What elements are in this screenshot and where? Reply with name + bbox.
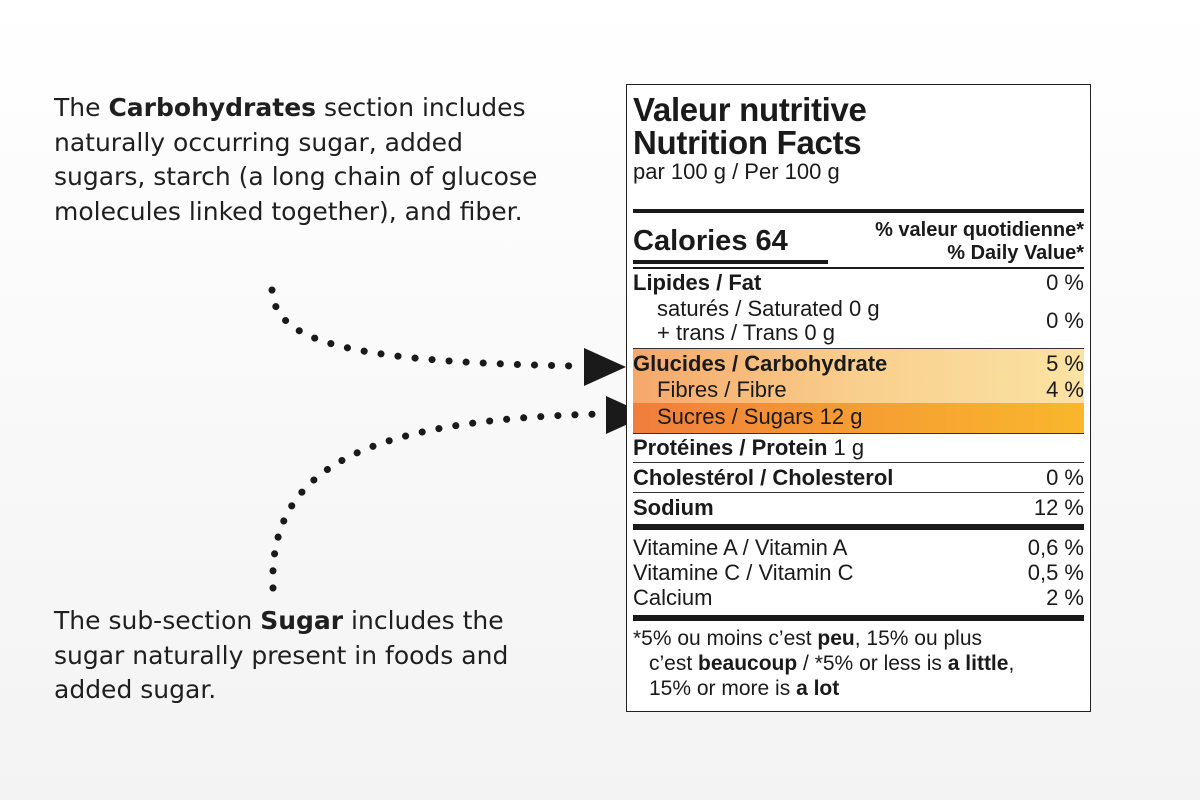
protein-row: Protéines / Protein 1 g <box>633 436 1084 460</box>
serving-basis: par 100 g / Per 100 g <box>633 159 840 184</box>
nutrient-value: 0,5 % <box>1027 560 1084 585</box>
protein-amount: 1 g <box>827 435 865 460</box>
nutrient-name: Vitamine C / Vitamin C <box>633 560 854 585</box>
sugar-callout: The sub-section Sugar includes the sugar… <box>54 604 514 708</box>
nutrient-name: Calcium <box>633 585 713 610</box>
fat-row: Lipides / Fat 0 % <box>633 271 1084 295</box>
footnote-text: *5% ou moins c’est <box>633 627 818 650</box>
thick-rule <box>633 209 1084 213</box>
carbohydrate-highlight <box>633 349 1084 403</box>
nutrient-value: 0 % <box>1046 308 1084 333</box>
footnote: *5% ou moins c’est peu, 15% ou plus c’es… <box>633 626 1084 701</box>
footnote-text: c’est <box>649 652 699 675</box>
nutrient-name: Cholestérol / Cholesterol <box>633 465 894 490</box>
sodium-row: Sodium 12 % <box>633 496 1084 520</box>
calcium-row: Calcium 2 % <box>633 586 1084 610</box>
row-divider <box>633 433 1084 434</box>
nutrient-name: Protéines / Protein 1 g <box>633 436 864 460</box>
saturated-row: saturés / Saturated 0 g <box>633 297 1084 321</box>
calories-row: Calories 64 % valeur quotidienne* % Dail… <box>633 219 1084 265</box>
row-divider <box>633 462 1084 463</box>
footnote-emphasis: a lot <box>796 677 840 700</box>
callout-text: section includes naturally occurring sug… <box>54 93 538 226</box>
carbohydrates-callout: The Carbohydrates section includes natur… <box>54 91 554 229</box>
sugar-highlight <box>633 403 1084 433</box>
thick-rule <box>633 524 1084 530</box>
callout-keyword: Carbohydrates <box>108 93 317 122</box>
daily-value-header: % valeur quotidienne* % Daily Value* <box>875 219 1084 265</box>
vitamin-c-row: Vitamine C / Vitamin C 0,5 % <box>633 561 1084 585</box>
title-english: Nutrition Facts <box>633 124 862 161</box>
nutrient-value: 5 % <box>1046 351 1084 376</box>
footnote-text: 15% or more is <box>649 677 797 700</box>
nutrient-value: 0,6 % <box>1027 535 1084 560</box>
nutrient-name: + trans / Trans 0 g <box>657 320 835 345</box>
row-divider <box>633 492 1084 493</box>
footnote-text: , <box>1008 652 1015 675</box>
footnote-line: 15% or more is a lot <box>633 676 1084 701</box>
nutrition-facts-label: Valeur nutritive Nutrition Facts par 100… <box>626 84 1091 712</box>
footnote-line: *5% ou moins c’est peu, 15% ou plus <box>633 626 1084 651</box>
daily-value-french: % valeur quotidienne* <box>875 219 1084 241</box>
row-divider <box>633 348 1084 349</box>
nutrient-name: Glucides / Carbohydrate <box>633 351 888 376</box>
sugars-row: Sucres / Sugars 12 g <box>633 405 1084 429</box>
daily-value-english: % Daily Value* <box>947 242 1084 264</box>
protein-name: Protéines / Protein <box>633 435 828 460</box>
footnote-emphasis: a little <box>947 652 1009 675</box>
footnote-text: , 15% ou plus <box>854 627 983 650</box>
nutrient-name: Lipides / Fat <box>633 270 762 295</box>
carbohydrate-arrow-path <box>268 286 582 370</box>
callout-text: The sub-section <box>54 606 261 635</box>
nutrient-value: 12 % <box>1033 495 1084 520</box>
callout-keyword: Sugar <box>260 606 344 635</box>
trans-row: + trans / Trans 0 g 0 % <box>633 309 1084 345</box>
footnote-text: / *5% or less is <box>797 652 948 675</box>
nutrient-value: 4 % <box>1046 377 1084 402</box>
nutrient-name: Sodium <box>633 495 714 520</box>
nutrient-value: 0 % <box>1046 465 1084 490</box>
nutrient-name: Sucres / Sugars 12 g <box>657 404 863 429</box>
title-french: Valeur nutritive <box>633 91 867 128</box>
calories-label: Calories 64 <box>633 225 788 257</box>
carbohydrate-arrowhead-icon <box>584 348 626 386</box>
cholesterol-row: Cholestérol / Cholesterol 0 % <box>633 466 1084 490</box>
footnote-emphasis: peu <box>817 627 855 650</box>
fibre-row: Fibres / Fibre 4 % <box>633 378 1084 402</box>
calories-rule <box>633 260 828 264</box>
footnote-line: c’est beaucoup / *5% or less is a little… <box>633 651 1084 676</box>
nutrient-value: 2 % <box>1046 585 1084 610</box>
thin-rule <box>633 267 1084 269</box>
carbohydrate-row: Glucides / Carbohydrate 5 % <box>633 352 1084 376</box>
nutrient-name: Vitamine A / Vitamin A <box>633 535 848 560</box>
nutrient-name: saturés / Saturated 0 g <box>657 296 880 321</box>
thick-rule <box>633 615 1084 621</box>
nutrient-value: 0 % <box>1046 270 1084 295</box>
label-header: Valeur nutritive Nutrition Facts par 100… <box>633 93 1084 185</box>
nutrient-name: Fibres / Fibre <box>657 377 787 402</box>
callout-text: The <box>54 93 109 122</box>
sugar-arrow-path <box>269 410 604 592</box>
footnote-emphasis: beaucoup <box>698 652 798 675</box>
vitamin-a-row: Vitamine A / Vitamin A 0,6 % <box>633 536 1084 560</box>
callout-text: includes the sugar naturally present in … <box>54 606 509 704</box>
